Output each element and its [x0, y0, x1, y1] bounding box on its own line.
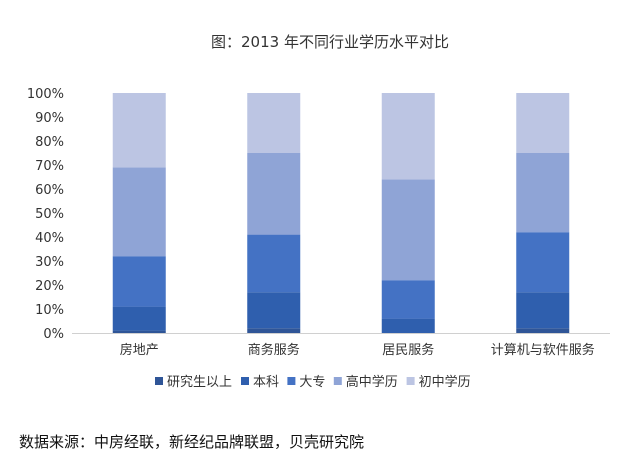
- bar-segment-2: [247, 292, 301, 329]
- y-tick-label: 30%: [35, 255, 64, 270]
- legend-swatch: [287, 377, 296, 385]
- legend-label: 大专: [299, 375, 325, 390]
- legend-label: 高中学历: [346, 374, 398, 390]
- y-tick-label: 20%: [35, 279, 64, 294]
- y-tick-label: 100%: [27, 87, 64, 102]
- legend-label: 初中学历: [419, 374, 471, 390]
- category-label: 商务服务: [248, 342, 300, 358]
- y-tick-label: 60%: [35, 183, 64, 198]
- bar-segment-2: [516, 292, 570, 329]
- y-tick-label: 70%: [35, 159, 64, 174]
- legend-swatch: [155, 377, 163, 385]
- bar-segment-5: [381, 93, 435, 180]
- bar-segment-5: [112, 93, 166, 168]
- bar-segment-5: [516, 93, 570, 153]
- bar-segment-1: [247, 328, 301, 333]
- bar-segment-2: [112, 306, 166, 331]
- y-tick-label: 0%: [43, 327, 64, 342]
- bar-segment-1: [112, 330, 166, 333]
- bar-segment-3: [247, 234, 301, 293]
- y-tick-label: 50%: [35, 207, 64, 222]
- category-label: 居民服务: [382, 342, 434, 358]
- bar-segment-4: [247, 153, 301, 235]
- legend-swatch: [333, 377, 342, 385]
- legend-swatch: [406, 377, 415, 385]
- source-note: 数据来源：中房经联，新经纪品牌联盟，贝壳研究院: [19, 433, 365, 451]
- bar-segment-4: [381, 179, 435, 281]
- bar-segment-3: [516, 232, 570, 293]
- category-label: 房地产: [120, 342, 159, 358]
- legend-label: 研究生以上: [167, 375, 232, 390]
- category-label: 计算机与软件服务: [491, 342, 595, 358]
- legend-swatch: [241, 377, 249, 385]
- bar-segment-5: [247, 93, 301, 153]
- y-tick-label: 40%: [35, 231, 64, 246]
- bar-segment-3: [112, 256, 166, 307]
- y-tick-label: 10%: [35, 303, 64, 318]
- bar-segment-2: [381, 318, 435, 333]
- bar-segment-3: [381, 280, 435, 319]
- bar-segment-4: [516, 153, 570, 233]
- bar-segment-1: [516, 328, 570, 333]
- y-tick-label: 80%: [35, 135, 64, 150]
- bar-segment-4: [112, 167, 166, 257]
- y-tick-label: 90%: [35, 111, 64, 126]
- legend-label: 本科: [253, 375, 279, 390]
- chart-title: 图：2013 年不同行业学历水平对比: [211, 33, 449, 51]
